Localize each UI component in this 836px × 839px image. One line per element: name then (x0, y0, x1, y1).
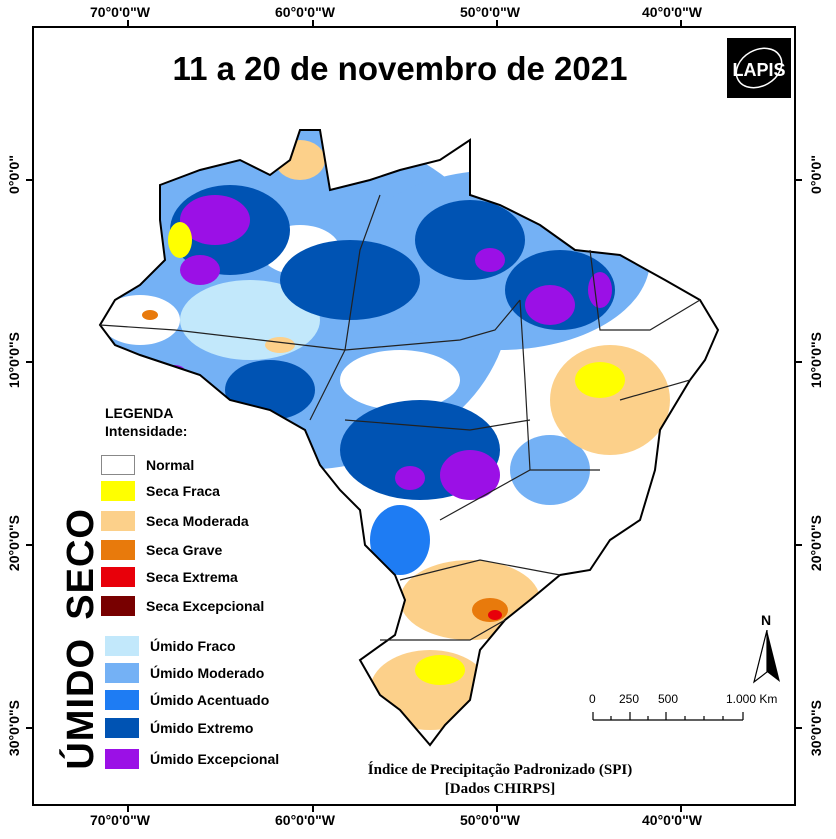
legend-item-seca-moderada: Seca Moderada (101, 511, 249, 531)
scale-tick-0: 0 (589, 692, 596, 706)
legend-item-normal: Normal (101, 455, 194, 475)
legend-item-seca-grave: Seca Grave (101, 540, 222, 560)
north-label: N (761, 612, 772, 628)
north-arrow-icon (752, 630, 780, 684)
lon-label-bottom-50w: 50°0'0"W (460, 812, 520, 828)
dry-side-label: SECO (60, 508, 102, 620)
legend-swatch-seca-fraca (101, 481, 135, 501)
legend-swatch-umido-extremo (105, 718, 139, 738)
legend-item-seca-excepcional: Seca Excepcional (101, 596, 264, 616)
legend-item-umido-extremo: Úmido Extremo (105, 718, 253, 738)
footer-index-name: Índice de Precipitação Padronizado (SPI) (367, 762, 633, 778)
legend-swatch-seca-extrema (101, 567, 135, 587)
legend-swatch-umido-moderado (105, 663, 139, 683)
legend-item-umido-acentuado: Úmido Acentuado (105, 690, 269, 710)
scale-bar (592, 712, 744, 721)
legend-item-umido-excepcional: Úmido Excepcional (105, 749, 279, 769)
lon-label-bottom-70w: 70°0'0"W (90, 812, 150, 828)
map-title: 11 a 20 de novembro de 2021 (172, 50, 628, 87)
lon-label-bottom-40w: 40°0'0"W (642, 812, 702, 828)
lon-label-top-70w: 70°0'0"W (90, 4, 150, 20)
legend-label-umido-excepcional: Úmido Excepcional (150, 751, 280, 767)
legend-label-umido-extremo: Úmido Extremo (150, 720, 254, 736)
lon-label-bottom-60w: 60°0'0"W (275, 812, 335, 828)
legend-label-seca-extrema: Seca Extrema (146, 569, 238, 585)
north-arrow: N (752, 612, 782, 684)
legend-label-normal: Normal (146, 457, 195, 473)
legend-subtitle-text: Intensidade: (105, 423, 188, 439)
legend-item-seca-extrema: Seca Extrema (101, 567, 238, 587)
legend-heading: LEGENDA Intensidade: (105, 404, 187, 440)
lon-label-top-60w: 60°0'0"W (275, 4, 335, 20)
legend-label-seca-excepcional: Seca Excepcional (146, 598, 265, 614)
lon-label-top-50w: 50°0'0"W (460, 4, 520, 20)
legend-label-seca-fraca: Seca Fraca (146, 483, 220, 499)
legend-label-seca-moderada: Seca Moderada (146, 513, 249, 529)
footer-data-source: [Dados CHIRPS] (444, 781, 556, 797)
legend-item-umido-moderado: Úmido Moderado (105, 663, 264, 683)
lapis-logo-text: LAPIS (732, 60, 786, 80)
legend-label-seca-grave: Seca Grave (146, 542, 223, 558)
legend-item-seca-fraca: Seca Fraca (101, 481, 220, 501)
legend-swatch-umido-fraco (105, 636, 139, 656)
wet-side-label: ÚMIDO (60, 638, 102, 770)
legend-swatch-seca-moderada (101, 511, 135, 531)
lapis-logo-swoosh-icon (735, 47, 783, 89)
scale-tick-250: 250 (619, 692, 640, 706)
legend-swatch-umido-acentuado (105, 690, 139, 710)
lon-label-top-40w: 40°0'0"W (642, 4, 702, 20)
legend-item-umido-fraco: Úmido Fraco (105, 636, 236, 656)
legend-label-umido-fraco: Úmido Fraco (150, 638, 236, 654)
legend-swatch-umido-excepcional (105, 749, 139, 769)
legend-swatch-seca-grave (101, 540, 135, 560)
scale-tick-500: 500 (658, 692, 679, 706)
lapis-logo: LAPIS (727, 38, 791, 98)
legend-label-umido-moderado: Úmido Moderado (150, 665, 265, 681)
legend-label-umido-acentuado: Úmido Acentuado (150, 692, 270, 708)
legend-title-text: LEGENDA (105, 405, 174, 421)
legend-swatch-seca-excepcional (101, 596, 135, 616)
scale-tick-1000: 1.000 Km (726, 692, 778, 706)
legend-swatch-normal (101, 455, 135, 475)
